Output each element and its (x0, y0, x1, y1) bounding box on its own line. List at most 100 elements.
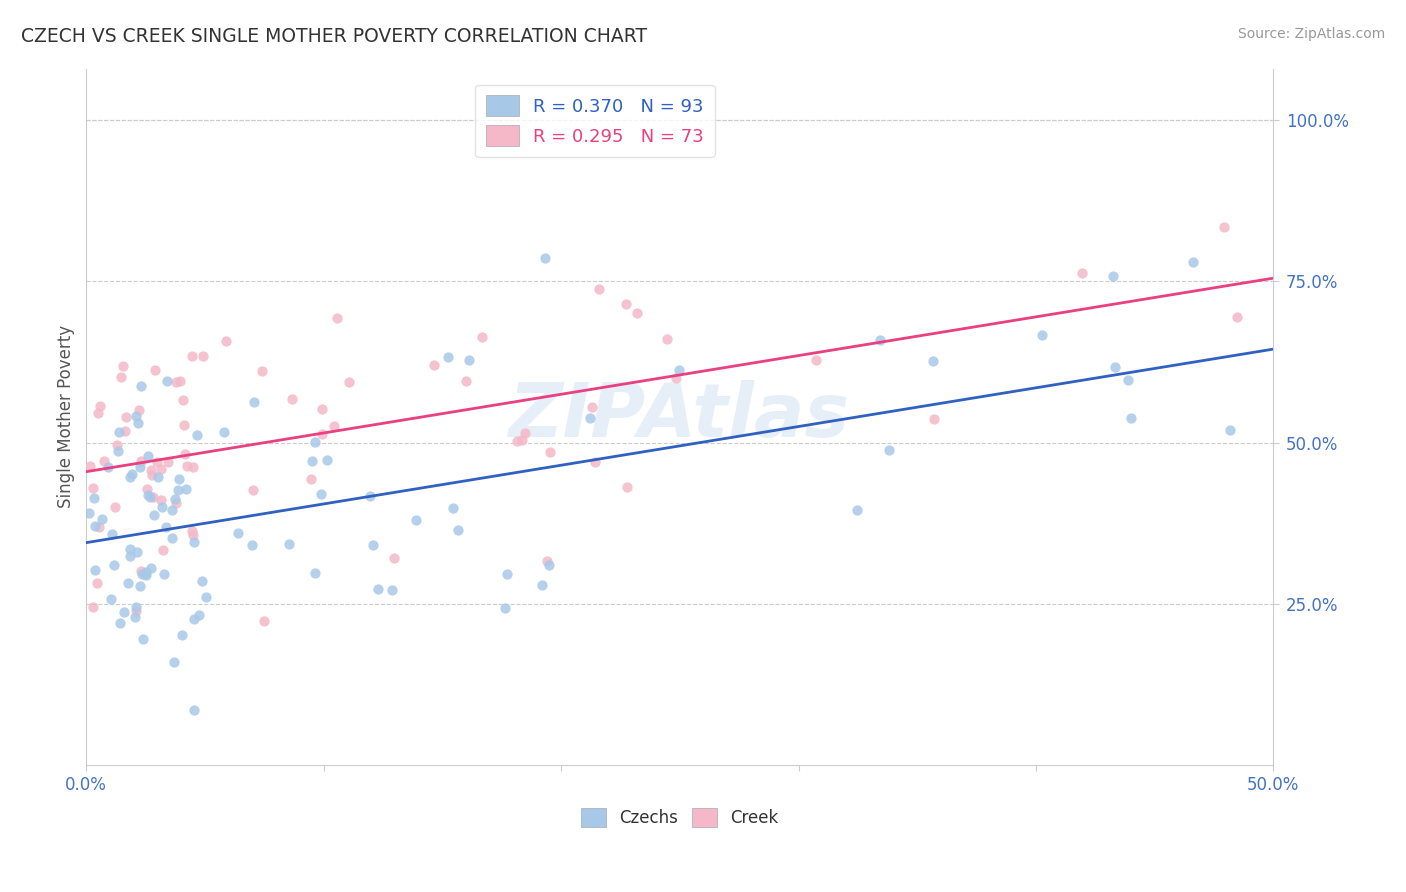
Point (84, 563, 107, 577)
Point (181, 460, 204, 475)
Point (869, 333, 891, 347)
Point (173, 417, 195, 432)
Point (172, 393, 194, 408)
Point (277, 536, 299, 550)
Point (165, 491, 187, 506)
Point (494, 601, 516, 615)
Point (129, 379, 152, 393)
Point (132, 632, 155, 647)
Point (127, 416, 149, 430)
Y-axis label: Single Mother Poverty: Single Mother Poverty (58, 326, 75, 508)
Point (135, 566, 157, 580)
Point (112, 359, 135, 373)
Point (134, 567, 156, 582)
Point (165, 375, 187, 389)
Point (242, 394, 264, 409)
Text: Source: ZipAtlas.com: Source: ZipAtlas.com (1237, 27, 1385, 41)
Point (212, 425, 235, 440)
Point (845, 503, 868, 517)
Point (89, 400, 111, 414)
Point (174, 482, 197, 496)
Point (877, 442, 900, 457)
Point (138, 488, 160, 502)
Point (129, 459, 152, 474)
Point (301, 454, 323, 468)
Point (367, 582, 389, 596)
Point (537, 558, 560, 572)
Point (281, 392, 304, 407)
Point (922, 411, 945, 425)
Point (538, 445, 561, 459)
Point (93, 454, 115, 468)
Point (186, 428, 208, 442)
Point (437, 351, 460, 365)
Point (86, 576, 108, 591)
Point (100, 591, 122, 606)
Point (326, 310, 349, 325)
Point (115, 409, 138, 424)
Point (128, 403, 150, 417)
Point (135, 568, 157, 582)
Point (169, 374, 191, 388)
Point (922, 354, 945, 368)
Point (536, 554, 558, 568)
Point (142, 490, 165, 504)
Point (124, 600, 146, 615)
Point (138, 449, 160, 463)
Point (1219, 423, 1241, 437)
Point (337, 375, 360, 389)
Point (105, 438, 128, 452)
Point (104, 500, 127, 515)
Point (183, 534, 205, 549)
Point (506, 434, 529, 449)
Point (441, 500, 464, 515)
Point (581, 400, 603, 414)
Point (510, 433, 533, 447)
Point (150, 500, 173, 515)
Point (87, 406, 110, 420)
Point (1031, 327, 1053, 342)
Point (117, 576, 139, 591)
Point (188, 608, 211, 623)
Point (304, 434, 326, 449)
Point (121, 467, 143, 481)
Point (253, 614, 276, 628)
Point (125, 409, 148, 423)
Point (250, 363, 273, 377)
Point (174, 447, 197, 461)
Point (242, 483, 264, 497)
Point (530, 578, 553, 592)
Point (170, 627, 193, 641)
Point (1104, 360, 1126, 375)
Point (194, 591, 217, 605)
Point (446, 523, 468, 537)
Point (110, 370, 132, 384)
Point (311, 402, 333, 417)
Point (82, 600, 104, 615)
Point (240, 538, 263, 552)
Point (107, 444, 129, 458)
Point (143, 363, 166, 377)
Point (471, 330, 494, 344)
Point (91, 512, 114, 526)
Point (129, 454, 152, 468)
Point (129, 579, 152, 593)
Point (665, 371, 688, 385)
Point (181, 524, 204, 539)
Point (152, 543, 174, 558)
Point (534, 251, 557, 265)
Point (141, 561, 163, 575)
Point (156, 455, 179, 469)
Point (322, 419, 344, 434)
Point (183, 703, 205, 717)
Point (458, 353, 481, 368)
Point (87, 520, 110, 534)
Point (97, 460, 120, 475)
Point (405, 512, 427, 526)
Point (167, 472, 190, 486)
Point (131, 566, 153, 581)
Point (146, 470, 169, 484)
Point (79, 459, 101, 474)
Point (588, 282, 610, 296)
Point (614, 297, 637, 311)
